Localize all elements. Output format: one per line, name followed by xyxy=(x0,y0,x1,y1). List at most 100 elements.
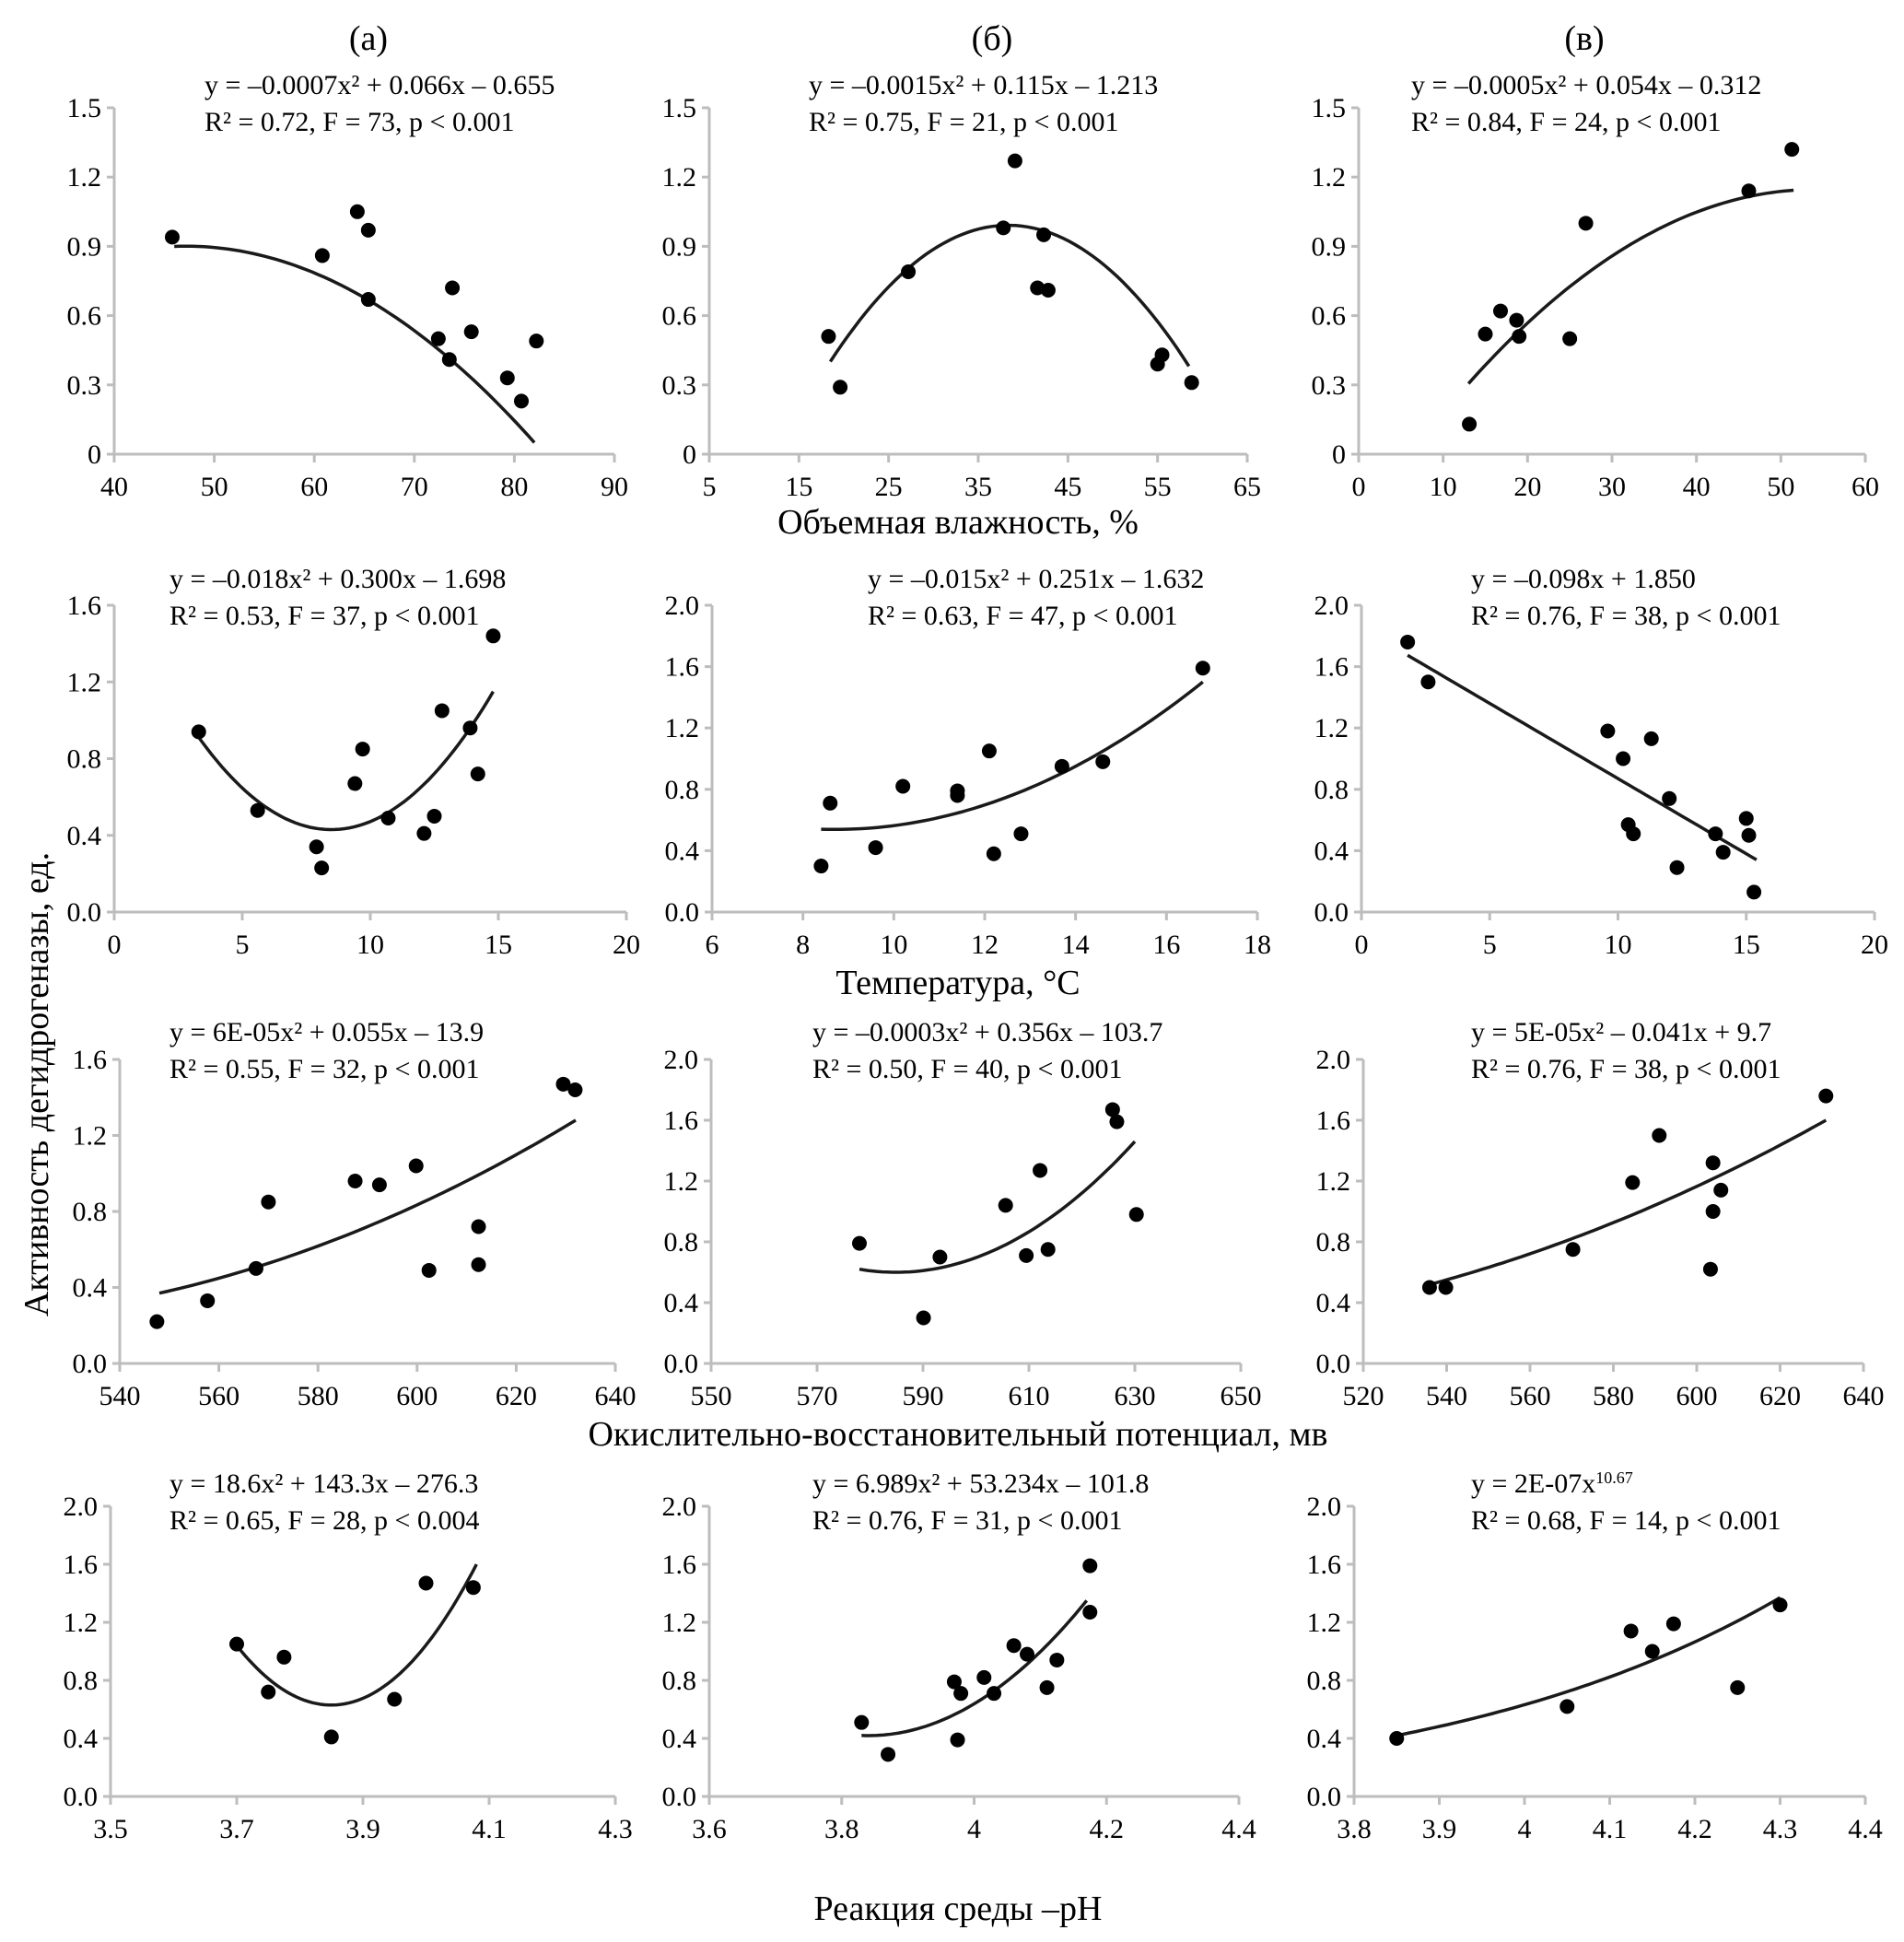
x-tick-label: 4.3 xyxy=(1763,1814,1798,1844)
x-tick-label: 4 xyxy=(1518,1814,1532,1844)
data-point xyxy=(1713,1182,1729,1198)
y-tick-label: 0.8 xyxy=(664,1227,699,1258)
x-tick-label: 16 xyxy=(1152,930,1180,960)
data-point xyxy=(996,220,1011,236)
data-point xyxy=(430,331,446,346)
y-tick-label: 1.2 xyxy=(67,667,102,697)
y-tick-label: 0.3 xyxy=(1312,370,1347,401)
y-tick-label: 0.0 xyxy=(665,897,700,928)
data-point xyxy=(1705,1204,1721,1219)
panel-r1a: 40 50 60 70 80 90 0 0.3 0.6 0.9 1.2 1.5 y = –0.0007x… xyxy=(67,70,629,502)
data-point xyxy=(1420,674,1436,690)
x-tick-label: 10 xyxy=(356,930,384,960)
y-tick-label: 0 xyxy=(88,439,101,470)
y-tick-label: 0.4 xyxy=(1316,1288,1351,1318)
data-point xyxy=(1006,1638,1022,1654)
data-point xyxy=(514,393,530,409)
x-tick-label: 600 xyxy=(396,1381,438,1411)
stats-label: R² = 0.84, F = 24, p < 0.001 xyxy=(1411,107,1721,137)
y-tick-label: 1.5 xyxy=(662,93,697,123)
equation-label: y = –0.015x² + 0.251x – 1.632 xyxy=(868,564,1204,594)
y-tick-label: 1.2 xyxy=(662,1608,697,1638)
trend-line xyxy=(1396,1596,1781,1737)
x-tick-label: 10 xyxy=(1430,472,1457,502)
data-point xyxy=(1438,1280,1454,1295)
data-point xyxy=(1421,1280,1437,1295)
y-tick-label: 0.0 xyxy=(67,897,102,928)
x-tick-label: 40 xyxy=(100,472,128,502)
data-point xyxy=(1154,347,1170,363)
x-tick-label: 560 xyxy=(1510,1381,1551,1411)
stats-label: R² = 0.63, F = 47, p < 0.001 xyxy=(868,601,1177,631)
data-point xyxy=(823,795,838,811)
stats-label: R² = 0.75, F = 21, p < 0.001 xyxy=(809,107,1118,137)
x-axis-label-ph: Реакция среды –pH xyxy=(813,1889,1103,1928)
data-point xyxy=(250,802,265,818)
data-point xyxy=(360,222,376,238)
data-point xyxy=(261,1194,276,1210)
y-tick-label: 1.6 xyxy=(664,1106,699,1136)
data-point xyxy=(1623,1623,1639,1639)
panel-r2c: 0 5 10 15 20 0.0 0.4 0.8 1.2 1.6 2.0 y = –0.098x + … xyxy=(1314,564,1889,960)
y-tick-label: 0.4 xyxy=(67,821,102,851)
x-tick-label: 20 xyxy=(1513,472,1541,502)
data-point xyxy=(261,1684,276,1700)
trend-line xyxy=(1466,188,1794,385)
x-tick-label: 4.2 xyxy=(1090,1814,1125,1844)
x-tick-label: 580 xyxy=(298,1381,339,1411)
data-point xyxy=(987,1686,1002,1702)
data-point xyxy=(462,720,478,736)
data-point xyxy=(1565,1242,1581,1258)
trend-line xyxy=(235,1563,478,1707)
panel-r3b: 550 570 590 610 630 650 0.0 0.4 0.8 1.2 1.6 2.0 y = … xyxy=(664,1017,1262,1411)
x-tick-label: 15 xyxy=(485,930,512,960)
x-tick-label: 560 xyxy=(198,1381,239,1411)
y-tick-label: 0.8 xyxy=(665,775,700,805)
data-point xyxy=(1462,416,1478,432)
stats-label: R² = 0.76, F = 38, p < 0.001 xyxy=(1471,1054,1781,1084)
data-point xyxy=(1013,826,1029,842)
x-tick-label: 3.8 xyxy=(824,1814,859,1844)
y-tick-label: 2.0 xyxy=(1314,591,1349,621)
trend-line xyxy=(174,244,536,444)
y-tick-label: 0.0 xyxy=(64,1782,99,1812)
panel-r1b: 5 15 25 35 45 55 65 0 0.3 0.6 0.9 1.2 1.5 y = –0.0015… xyxy=(662,70,1262,502)
x-axis-label-temperature: Температура, °C xyxy=(835,964,1080,1002)
trend-line xyxy=(158,1118,577,1295)
data-point xyxy=(1007,153,1022,169)
x-tick-label: 3.9 xyxy=(345,1814,380,1844)
stats-label: R² = 0.72, F = 73, p < 0.001 xyxy=(204,107,514,137)
trend-line xyxy=(821,680,1204,832)
data-point xyxy=(1082,1604,1098,1620)
y-tick-label: 1.2 xyxy=(1312,162,1347,193)
x-tick-label: 0 xyxy=(1352,472,1366,502)
data-point xyxy=(1040,283,1056,298)
data-point xyxy=(813,859,829,874)
trend-line xyxy=(1407,653,1758,861)
data-point xyxy=(981,743,997,759)
panel-r3c: 520 540 560 580 600 620 640 0.0 0.4 0.8 1.2 1.6 2.0 y… xyxy=(1316,1017,1885,1411)
x-tick-label: 25 xyxy=(875,472,903,502)
trend-line xyxy=(828,223,1191,368)
data-point xyxy=(953,1686,969,1702)
y-tick-label: 1.2 xyxy=(1307,1608,1342,1638)
y-tick-label: 0.8 xyxy=(73,1197,108,1227)
data-point xyxy=(986,846,1001,861)
data-point xyxy=(191,724,206,740)
x-tick-label: 4 xyxy=(967,1814,981,1844)
data-point xyxy=(1400,634,1416,649)
panel-r2b: 6 8 10 12 14 16 18 0.0 0.4 0.8 1.2 1.6 2.0 y = –0.015… xyxy=(665,564,1272,960)
data-point xyxy=(371,1177,387,1193)
column-title-a: (а) xyxy=(348,19,389,58)
data-point xyxy=(833,380,848,395)
y-tick-label: 0.3 xyxy=(662,370,697,401)
x-tick-label: 540 xyxy=(1426,1381,1467,1411)
y-tick-label: 1.2 xyxy=(67,162,102,193)
x-tick-label: 630 xyxy=(1115,1381,1156,1411)
data-point xyxy=(1020,1646,1034,1662)
data-point xyxy=(314,860,330,876)
y-tick-label: 0.4 xyxy=(664,1288,699,1318)
x-tick-label: 4.2 xyxy=(1677,1814,1712,1844)
y-tick-label: 0.8 xyxy=(1307,1666,1342,1696)
data-point xyxy=(1036,227,1052,242)
